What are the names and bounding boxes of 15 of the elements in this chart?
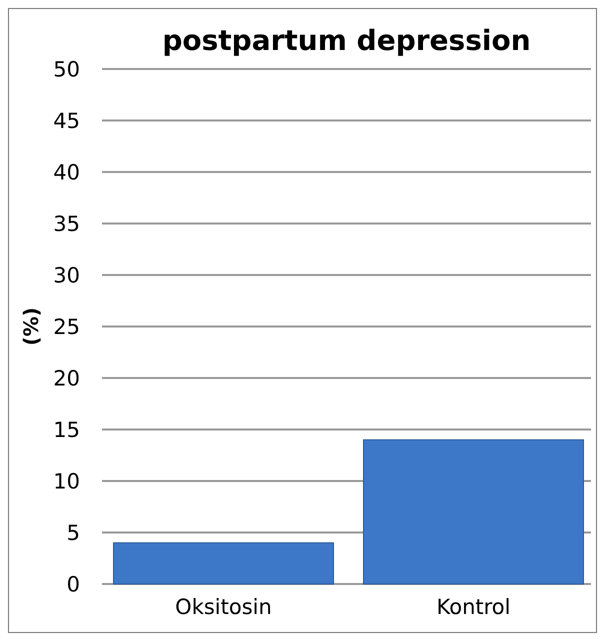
chart-title: postpartum depression bbox=[162, 24, 531, 57]
y-tick-label: 15 bbox=[53, 418, 80, 442]
y-tick-label: 10 bbox=[53, 469, 80, 494]
y-tick-label: 30 bbox=[53, 263, 80, 288]
y-tick-label: 45 bbox=[53, 108, 80, 133]
x-tick-label: Oksitosin bbox=[175, 595, 272, 619]
y-tick-label: 5 bbox=[66, 520, 80, 545]
y-axis-title: (%) bbox=[19, 307, 43, 346]
y-tick-label: 35 bbox=[53, 212, 80, 236]
y-tick-label: 20 bbox=[53, 366, 80, 390]
y-tick-label: 0 bbox=[66, 572, 80, 596]
y-tick-label: 40 bbox=[53, 160, 80, 184]
y-tick-label: 50 bbox=[53, 57, 80, 82]
y-tick-label: 25 bbox=[53, 314, 80, 339]
x-tick-label: Kontrol bbox=[436, 595, 510, 619]
